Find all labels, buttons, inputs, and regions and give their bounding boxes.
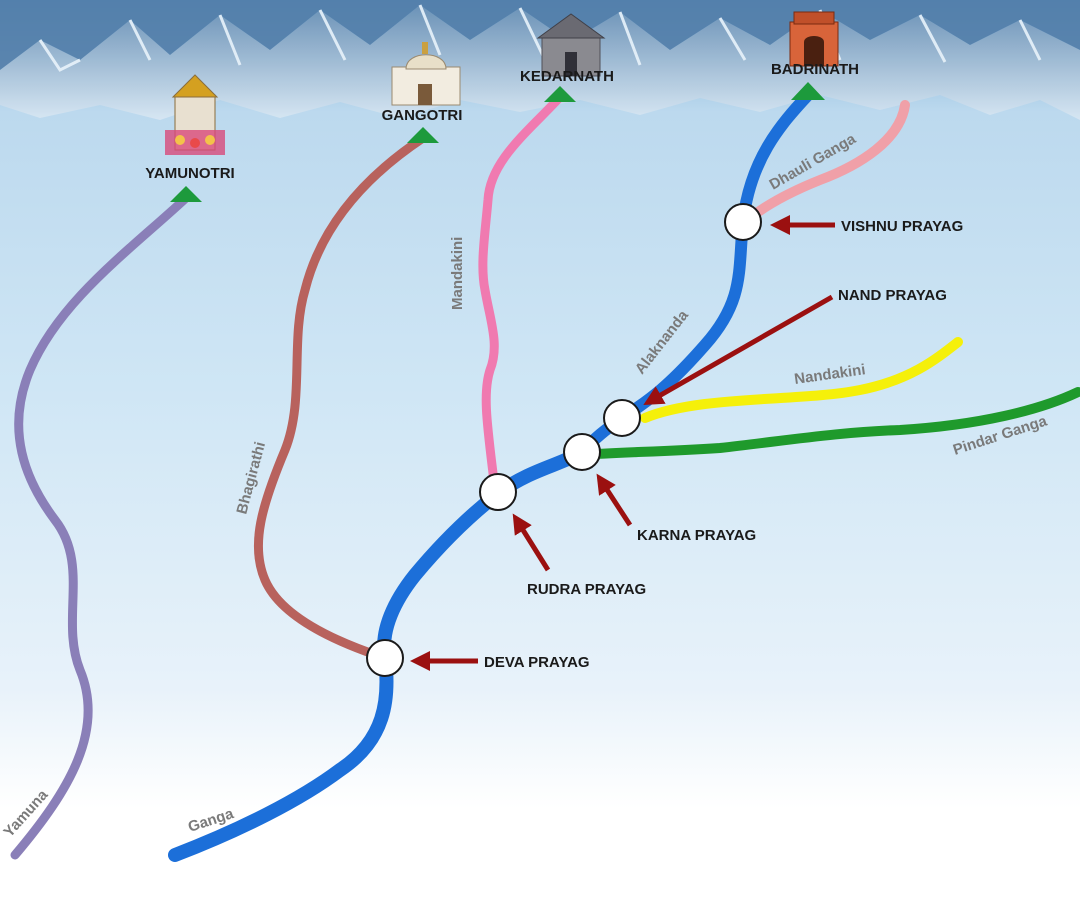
temple-kedarnath-icon — [536, 13, 606, 77]
shrine-label-yamunotri: YAMUNOTRI — [145, 165, 234, 182]
rudra-prayag-circle — [479, 473, 517, 511]
shrine-label-gangotri: GANGOTRI — [382, 107, 463, 124]
karna-prayag-arrow-icon — [596, 473, 633, 527]
nand-prayag-circle — [603, 399, 641, 437]
bhagirathi-river — [253, 133, 428, 663]
temple-yamunotri-icon — [165, 74, 225, 155]
place-label-rudra-prayag: RUDRA PRAYAG — [527, 581, 646, 598]
shrine-label-badrinath: BADRINATH — [771, 61, 859, 78]
yamunotri-marker-icon — [170, 186, 202, 202]
vishnu-prayag-circle — [724, 203, 762, 241]
karna-prayag-circle — [563, 433, 601, 471]
place-label-nand-prayag: NAND PRAYAG — [838, 287, 947, 304]
deva-prayag-circle — [366, 639, 404, 677]
temple-gangotri-icon — [391, 42, 461, 106]
rudra-prayag-arrow-icon — [512, 513, 551, 572]
confluence-labels: VISHNU PRAYAG NAND PRAYAG KARNA PRAYAG R… — [484, 218, 963, 671]
shrine-labels: YAMUNOTRI GANGOTRI KEDARNATH BADRINATH — [145, 61, 859, 182]
pointer-arrows — [410, 215, 835, 671]
badrinath-marker-icon — [791, 82, 825, 100]
place-label-vishnu-prayag: VISHNU PRAYAG — [841, 218, 963, 235]
dhauli-ganga-river — [740, 100, 910, 227]
pindar-ganga-river — [577, 387, 1080, 460]
mandakini-river — [478, 92, 565, 495]
nand-prayag-arrow-icon — [643, 294, 834, 405]
place-label-karna-prayag: KARNA PRAYAG — [637, 527, 756, 544]
place-label-deva-prayag: DEVA PRAYAG — [484, 654, 590, 671]
temple-badrinath-icon — [789, 11, 839, 67]
bottom-margin — [0, 860, 1080, 910]
yamuna-river — [10, 193, 191, 860]
shrine-label-kedarnath: KEDARNATH — [520, 68, 614, 85]
kedarnath-marker-icon — [544, 86, 576, 102]
gangotri-marker-icon — [407, 127, 439, 143]
river-label-mandakini: Mandakini — [449, 237, 466, 310]
shrine-markers — [170, 82, 825, 202]
confluence-points — [366, 203, 762, 677]
nandakini-river — [640, 337, 963, 423]
